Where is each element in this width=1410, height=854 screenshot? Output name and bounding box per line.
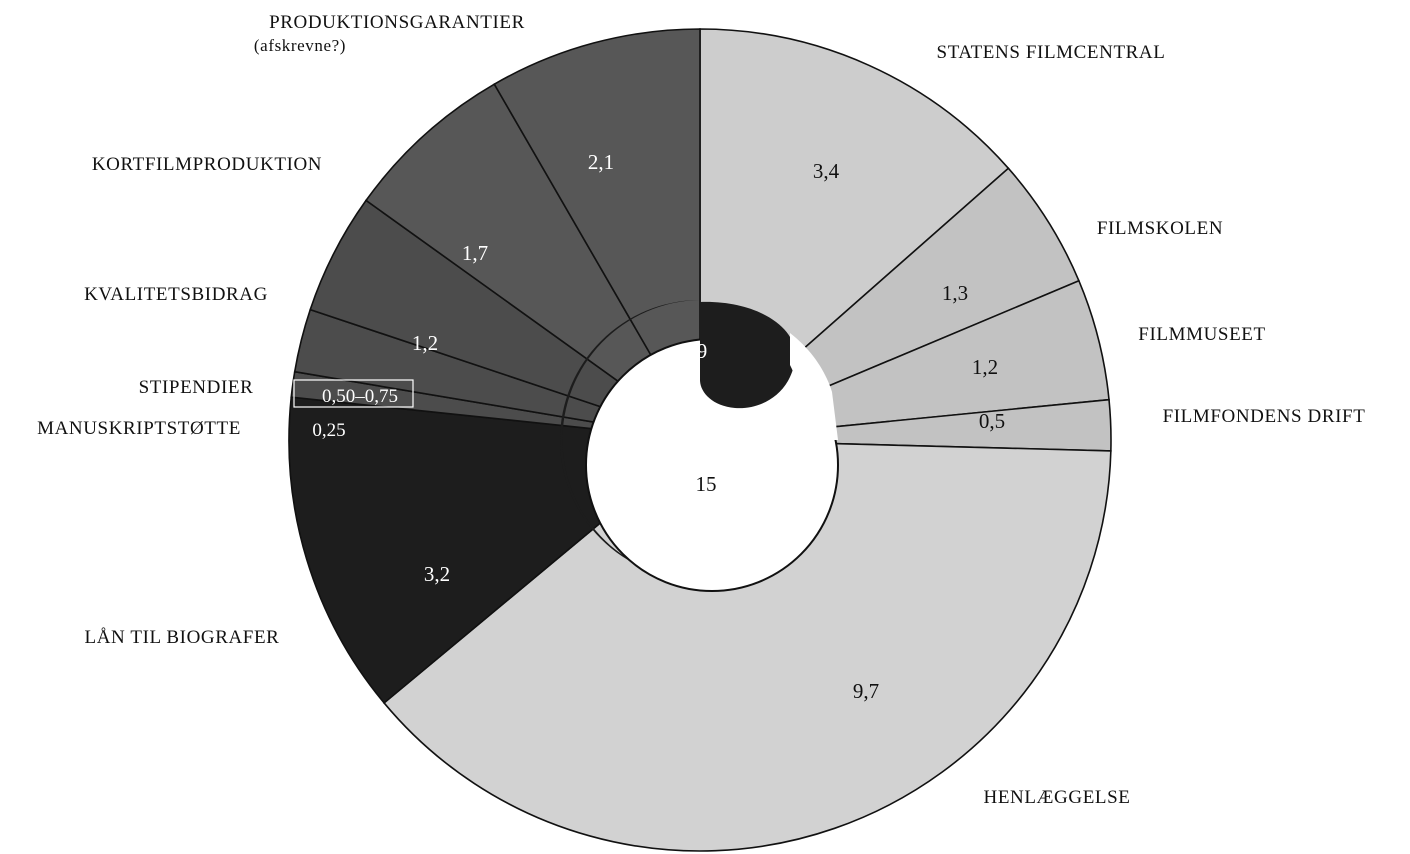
slice-value-filmfondens-drift: 0,5 (979, 409, 1005, 433)
slice-label-filmmuseet: FILMMUSEET (1138, 324, 1265, 345)
slice-label-manuskriptstotte: MANUSKRIPTSTØTTE (37, 418, 241, 439)
slice-label-statens-filmcentral: STATENS FILMCENTRAL (937, 42, 1166, 63)
slice-label-kvalitetsbidrag: KVALITETSBIDRAG (84, 284, 268, 305)
pie-slice-henlæggelse (382, 439, 1112, 852)
pie-slice-produktionsgarantier (493, 28, 701, 443)
slice-label-filmskolen: FILMSKOLEN (1097, 218, 1223, 239)
slice-value-stipendier: 0,50–0,75 (322, 386, 398, 407)
inner-dark-value: 9 (697, 339, 708, 363)
stipendier-value-box (293, 379, 414, 408)
slice-sublabel-afskrevne: (afskrevne?) (254, 36, 346, 55)
slice-label-produktionsgarantier: PRODUKTIONSGARANTIER (269, 12, 525, 33)
inner-ring (560, 300, 839, 592)
chart-labels: PRODUKTIONSGARANTIER (afskrevne?) STATEN… (37, 12, 1365, 808)
slice-label-filmfondens-drift: FILMFONDENS DRIFT (1163, 406, 1366, 427)
slice-label-stipendier: STIPENDIER (139, 377, 254, 398)
slice-label-kortfilmproduktion: KORTFILMPRODUKTION (92, 154, 322, 175)
slice-value-henlaeggelse: 9,7 (853, 679, 879, 703)
inner-white-notch (790, 333, 838, 440)
slice-value-manuskriptstotte: 0,25 (312, 420, 345, 441)
pie-slice-kortfilmproduktion (364, 83, 701, 441)
inner-dark-bulge (700, 301, 796, 409)
inner-white-value: 15 (696, 472, 717, 496)
slice-label-laan-til-biografer: LÅN TIL BIOGRAFER (85, 627, 280, 648)
slice-value-laan-til-biografer: 3,2 (424, 562, 450, 586)
slice-value-statens-filmcentral: 3,4 (813, 159, 840, 183)
slice-label-henlaeggelse: HENLÆGGELSE (984, 787, 1131, 808)
slice-value-kvalitetsbidrag: 1,2 (412, 331, 438, 355)
slice-value-filmskolen: 1,3 (942, 281, 968, 305)
slice-value-filmmuseet: 1,2 (972, 355, 998, 379)
slice-value-produktionsgarantier: 2,1 (588, 150, 614, 174)
slice-value-kortfilmproduktion: 1,7 (462, 241, 488, 265)
